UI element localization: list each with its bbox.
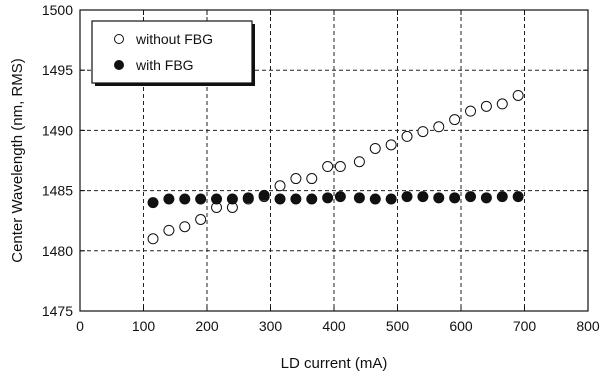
legend: without FBG with FBG (91, 20, 255, 86)
x-tick-label: 0 (76, 318, 84, 334)
data-point-without-fbg (385, 139, 397, 151)
data-point-with-fbg (274, 193, 286, 205)
x-tick-label: 500 (386, 318, 410, 334)
x-axis-label: LD current (mA) (281, 355, 388, 372)
data-point-with-fbg (496, 191, 508, 203)
legend-label: without FBG (135, 31, 213, 47)
data-point-without-fbg (480, 100, 492, 112)
data-points (147, 89, 524, 245)
x-tick-label: 800 (576, 318, 600, 334)
data-point-without-fbg (195, 213, 207, 225)
legend-label: with FBG (135, 57, 194, 73)
data-point-without-fbg (274, 180, 286, 192)
y-axis-label: Center Wavelength (nm, RMS) (9, 58, 26, 263)
data-point-with-fbg (512, 191, 524, 203)
data-point-without-fbg (147, 233, 159, 245)
data-point-with-fbg (480, 192, 492, 204)
data-point-with-fbg (290, 193, 302, 205)
data-point-without-fbg (322, 161, 334, 173)
data-point-with-fbg (195, 193, 207, 205)
data-point-with-fbg (306, 193, 318, 205)
y-tick-label: 1500 (42, 2, 73, 18)
data-point-without-fbg (496, 98, 508, 110)
data-point-with-fbg (417, 191, 429, 203)
data-point-with-fbg (385, 193, 397, 205)
legend-box (91, 20, 253, 84)
data-point-without-fbg (465, 105, 477, 117)
y-tick-label: 1495 (42, 62, 73, 78)
data-point-with-fbg (242, 192, 254, 204)
data-point-with-fbg (258, 189, 270, 201)
axis-ticks: 0 100 200 300 400 500 600 700 800 1475 1480 1485 149… (42, 2, 600, 334)
grid-lines (80, 10, 588, 311)
data-point-without-fbg (334, 161, 346, 173)
data-point-with-fbg (334, 191, 346, 203)
data-point-with-fbg (465, 191, 477, 203)
y-tick-label: 1485 (42, 183, 73, 199)
legend-marker-with-fbg (114, 60, 124, 70)
data-point-with-fbg (163, 193, 175, 205)
data-point-without-fbg (512, 89, 524, 101)
data-point-with-fbg (179, 193, 191, 205)
data-point-without-fbg (163, 224, 175, 236)
data-point-with-fbg (353, 192, 365, 204)
y-tick-label: 1480 (42, 243, 73, 259)
y-tick-label: 1490 (42, 122, 73, 138)
data-point-without-fbg (353, 156, 365, 168)
data-point-with-fbg (449, 192, 461, 204)
axis-labels: LD current (mA) Center Wavelength (nm, R… (9, 58, 387, 372)
data-point-with-fbg (226, 193, 238, 205)
x-tick-label: 300 (259, 318, 283, 334)
data-point-without-fbg (306, 173, 318, 185)
legend-marker-without-fbg (114, 34, 124, 44)
x-tick-label: 100 (132, 318, 156, 334)
data-point-with-fbg (401, 191, 413, 203)
data-point-without-fbg (433, 121, 445, 133)
data-point-without-fbg (369, 142, 381, 154)
data-point-with-fbg (369, 193, 381, 205)
data-point-with-fbg (433, 192, 445, 204)
data-point-with-fbg (322, 192, 334, 204)
data-point-without-fbg (449, 114, 461, 126)
x-tick-label: 700 (513, 318, 537, 334)
data-point-with-fbg (211, 193, 223, 205)
data-point-without-fbg (179, 221, 191, 233)
x-tick-label: 600 (449, 318, 473, 334)
data-point-without-fbg (417, 126, 429, 138)
data-point-with-fbg (147, 197, 159, 209)
y-tick-label: 1475 (42, 303, 73, 319)
x-tick-label: 200 (195, 318, 219, 334)
data-point-without-fbg (401, 130, 413, 142)
data-point-without-fbg (290, 173, 302, 185)
x-tick-label: 400 (322, 318, 346, 334)
